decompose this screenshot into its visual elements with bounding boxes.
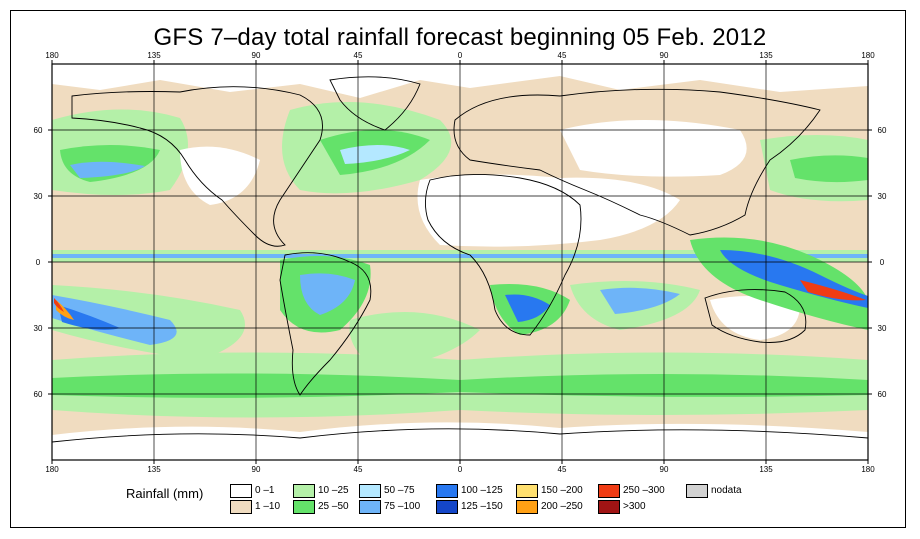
top-tick-label: 135 <box>759 51 773 60</box>
legend-swatch <box>293 484 315 498</box>
legend-swatch <box>230 500 252 514</box>
legend-swatch <box>293 500 315 514</box>
legend-label: nodata <box>711 485 742 496</box>
legend-label: 50 –75 <box>384 485 415 496</box>
legend-swatch <box>436 484 458 498</box>
legend-swatch <box>516 500 538 514</box>
north-america-outline <box>71 86 323 247</box>
greenland-outline <box>329 76 421 131</box>
legend-label: 125 –150 <box>461 501 503 512</box>
left-tick-label: 30 <box>34 192 43 201</box>
south-pacific-extreme-core <box>54 298 64 312</box>
bottom-tick-label: 45 <box>354 465 363 474</box>
left-tick-label: 0 <box>36 258 41 267</box>
bottom-tick-label: 180 <box>45 465 59 474</box>
legend-swatch <box>598 484 620 498</box>
legend-swatch <box>230 484 252 498</box>
left-tick-label: 60 <box>34 126 43 135</box>
north-atlantic-core <box>340 145 410 164</box>
west-pacific-heavy <box>790 155 868 183</box>
legend-label: 25 –50 <box>318 501 349 512</box>
bottom-tick-label: 135 <box>759 465 773 474</box>
asia-dry-area <box>560 120 747 177</box>
south-pacific-core <box>58 305 120 330</box>
legend-swatch <box>436 500 458 514</box>
right-tick-label: 60 <box>878 126 887 135</box>
europe-asia-outline <box>453 88 821 236</box>
south-pacific-extreme <box>56 300 74 320</box>
africa-outline <box>425 174 582 336</box>
australia-outline <box>704 289 807 343</box>
top-tick-label: 90 <box>660 51 669 60</box>
page-title: GFS 7–day total rainfall forecast beginn… <box>153 24 767 51</box>
coastlines <box>52 76 868 443</box>
bottom-tick-label: 0 <box>458 465 463 474</box>
legend-label: >300 <box>623 501 646 512</box>
australia-dry-area <box>710 296 800 340</box>
north-pacific-core <box>70 161 145 178</box>
bottom-tick-label: 90 <box>252 465 261 474</box>
legend-label: 250 –300 <box>623 485 665 496</box>
figure-frame <box>10 10 906 528</box>
north-america-dry-area <box>180 146 260 205</box>
legend-label: 0 –1 <box>255 485 275 496</box>
sahara-dry-area <box>417 174 680 247</box>
top-tick-label: 135 <box>147 51 161 60</box>
legend-label: 1 –10 <box>255 501 281 512</box>
legend-label: 200 –250 <box>541 501 583 512</box>
legend-swatch <box>598 500 620 514</box>
legend-label: 75 –100 <box>384 501 421 512</box>
top-tick-label: 180 <box>861 51 875 60</box>
right-tick-label: 30 <box>878 324 887 333</box>
left-tick-label: 60 <box>34 390 43 399</box>
legend-swatch <box>359 484 381 498</box>
coral-sea-extreme <box>800 280 866 301</box>
legend-label: 100 –125 <box>461 485 503 496</box>
right-tick-label: 0 <box>880 258 885 267</box>
legend-swatch <box>359 500 381 514</box>
bottom-tick-label: 45 <box>558 465 567 474</box>
left-tick-label: 30 <box>34 324 43 333</box>
top-tick-label: 45 <box>354 51 363 60</box>
antarctica-outline <box>52 428 868 443</box>
legend-title: Rainfall (mm) <box>126 486 204 501</box>
top-tick-label: 0 <box>458 51 463 60</box>
bottom-tick-label: 90 <box>660 465 669 474</box>
south-pacific-heavy <box>52 295 177 345</box>
axis-ticks: 180 180 135 135 90 90 45 45 0 0 45 45 90 90 135 135 180 1… <box>34 51 887 474</box>
top-tick-label: 45 <box>558 51 567 60</box>
legend-label: 150 –200 <box>541 485 583 496</box>
bottom-tick-label: 180 <box>861 465 875 474</box>
right-tick-label: 60 <box>878 390 887 399</box>
amazon-heavy <box>300 273 355 315</box>
top-tick-label: 180 <box>45 51 59 60</box>
legend-label: 10 –25 <box>318 485 349 496</box>
right-tick-label: 30 <box>878 192 887 201</box>
bottom-tick-label: 135 <box>147 465 161 474</box>
graticule <box>51 64 869 460</box>
top-tick-label: 90 <box>252 51 261 60</box>
legend-swatch <box>516 484 538 498</box>
southern-africa-heavy <box>505 294 550 322</box>
legend-swatch <box>686 484 708 498</box>
indian-ocean-heavy <box>600 287 680 314</box>
